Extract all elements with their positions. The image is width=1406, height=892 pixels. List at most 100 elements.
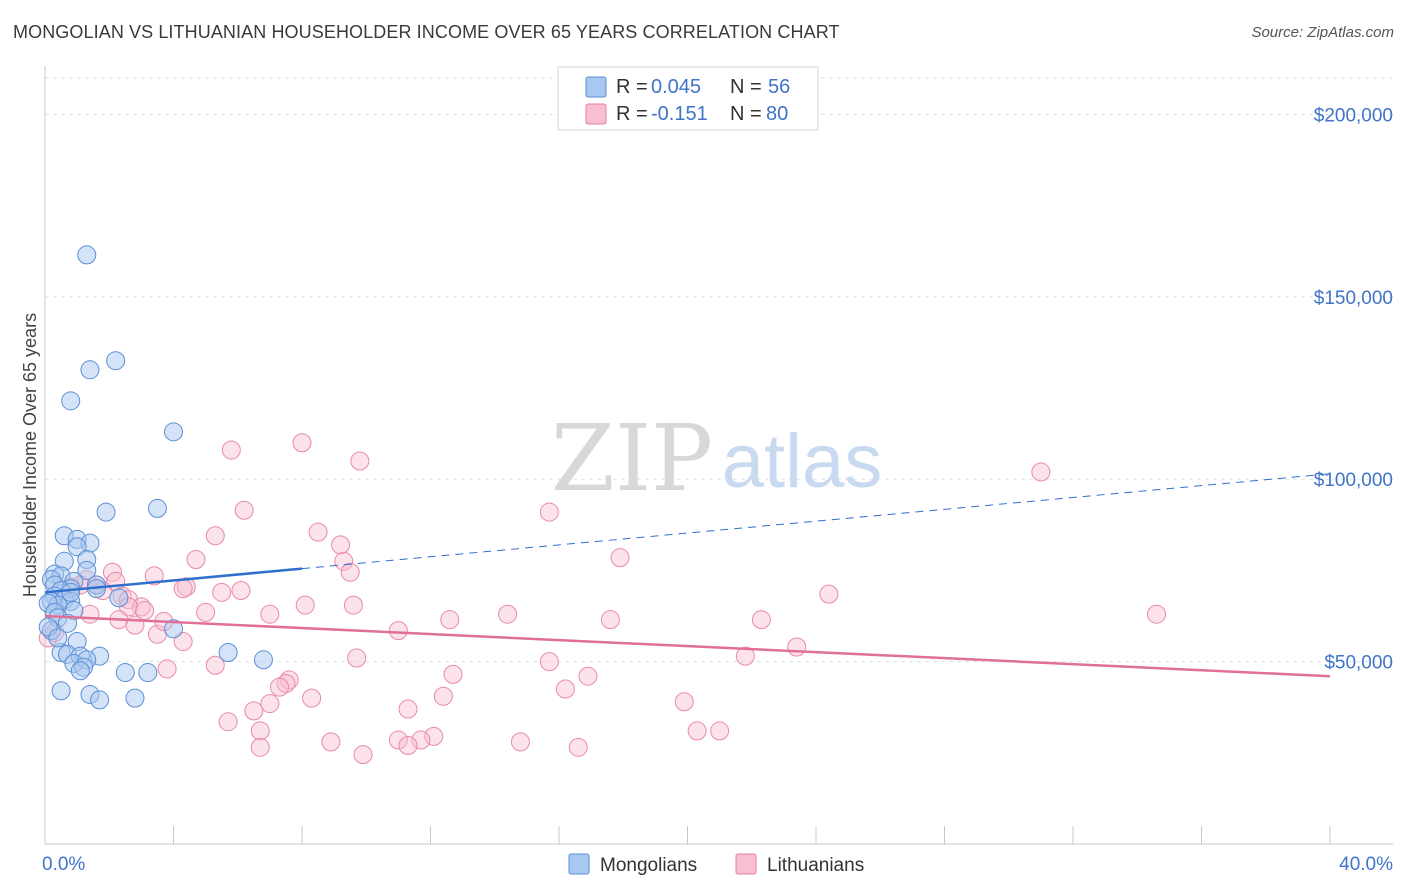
lithuanian-point: [279, 670, 299, 690]
chart-title: MONGOLIAN VS LITHUANIAN HOUSEHOLDER INCO…: [13, 22, 840, 42]
lithuanian-point: [196, 602, 216, 622]
lithuanian-point: [555, 679, 575, 699]
lithuanian-point: [510, 732, 530, 752]
legend-swatch-mongolians: [585, 76, 607, 98]
legend-n-label-2: N =: [730, 103, 762, 125]
lithuanian-point: [295, 595, 315, 615]
lithuanian-point: [276, 674, 296, 694]
bottom-legend: Mongolians Lithuanians: [568, 853, 864, 876]
lithuanian-point: [578, 666, 598, 686]
y-axis-label: Householder Income Over 65 years: [20, 313, 40, 597]
lithuanian-point: [735, 646, 755, 666]
bottom-legend-mongolians: Mongolians: [600, 855, 697, 876]
legend-n-label-1: N =: [730, 76, 762, 98]
legend-n-lithuanians: 80: [766, 103, 788, 125]
lithuanian-point: [260, 604, 280, 624]
mongolian-point: [147, 498, 167, 518]
mongolian-point: [70, 661, 90, 681]
mongolian-point: [48, 628, 68, 648]
bottom-legend-swatch-mongolians: [568, 853, 590, 875]
lithuanian-point: [340, 562, 360, 582]
lithuanian-point: [186, 549, 206, 569]
lithuanian-point: [205, 655, 225, 675]
source-label: Source: ZipAtlas.com: [1251, 24, 1394, 41]
x-tick-label-max: 40.0%: [1339, 854, 1393, 875]
lithuanian-point: [610, 548, 630, 568]
mongolian-point: [125, 688, 145, 708]
mongolians-points: [38, 245, 273, 710]
lithuanian-point: [388, 621, 408, 641]
legend-swatch-lithuanians: [585, 103, 607, 125]
mongolian-point: [61, 391, 81, 411]
mongolian-point: [106, 351, 126, 371]
lithuanian-point: [173, 632, 193, 652]
lithuanian-point: [157, 659, 177, 679]
lithuanian-point: [321, 732, 341, 752]
mongolian-point: [90, 690, 110, 710]
mongolian-point: [218, 643, 238, 662]
legend-r-label-2: R =: [616, 103, 648, 125]
lithuanian-point: [347, 648, 367, 668]
y-tick-label-2: $150,000: [1314, 288, 1393, 309]
lithuanian-point: [173, 579, 193, 599]
lithuanian-point: [270, 677, 290, 697]
mongolian-point: [164, 422, 183, 442]
lithuanian-point: [440, 610, 460, 630]
mongolian-point: [77, 245, 97, 265]
lithuanian-point: [751, 610, 771, 630]
axes: [44, 66, 1393, 845]
bottom-legend-swatch-lithuanians: [735, 853, 757, 875]
lithuanian-point: [218, 712, 238, 732]
bottom-legend-lithuanians: Lithuanians: [767, 855, 864, 876]
legend-box: R = 0.045 N = 56 R = -0.151 N = 80: [557, 66, 819, 131]
lithuanian-point: [819, 584, 839, 604]
lithuanian-point: [106, 571, 126, 591]
lithuanian-point: [250, 721, 270, 741]
lithuanian-point: [80, 604, 100, 624]
lithuanian-point: [539, 502, 559, 522]
lithuanian-point: [234, 500, 254, 520]
lithuanian-point: [424, 726, 444, 746]
x-tick-label-min: 0.0%: [42, 854, 85, 875]
mongolian-point: [115, 663, 135, 683]
lithuanian-point: [710, 721, 730, 741]
y-tick-labels: $50,000 $100,000 $150,000 $200,000: [1314, 105, 1393, 673]
mongolian-point: [77, 560, 97, 580]
lithuanian-point: [244, 701, 264, 721]
lithuanian-point: [568, 737, 588, 757]
lithuanian-point: [212, 582, 232, 602]
legend-r-mongolians: 0.045: [651, 76, 701, 98]
lithuanian-point: [205, 526, 225, 546]
lithuanian-point: [353, 745, 373, 765]
lithuanian-point: [600, 610, 620, 630]
lithuanian-point: [334, 551, 354, 571]
lithuanian-point: [250, 737, 270, 757]
lithuanian-point: [1147, 604, 1167, 624]
y-tick-label-0: $50,000: [1324, 653, 1393, 674]
lithuanian-point: [221, 440, 241, 460]
lithuanian-point: [433, 686, 453, 706]
lithuanian-point: [787, 637, 807, 657]
mongolian-point: [253, 650, 273, 670]
lithuanian-point: [292, 433, 312, 453]
lithuanian-point: [176, 577, 196, 597]
legend-n-mongolians: 56: [768, 76, 790, 98]
lithuanian-point: [443, 664, 463, 684]
mongolians-trend-extension: [301, 473, 1331, 570]
mongolian-point: [164, 619, 183, 639]
lithuanians-trend-line: [44, 614, 1331, 678]
mongolian-point: [61, 582, 81, 602]
lithuanian-point: [539, 652, 559, 672]
lithuanian-point: [687, 721, 707, 741]
lithuanian-point: [144, 566, 164, 586]
lithuanian-point: [411, 730, 431, 750]
lithuanian-point: [398, 736, 418, 756]
y-tick-label-3: $200,000: [1314, 105, 1393, 126]
lithuanian-point: [350, 451, 370, 471]
lithuanian-point: [260, 694, 280, 714]
mongolian-point: [138, 663, 158, 683]
lithuanian-point: [308, 522, 328, 542]
mongolian-point: [80, 360, 100, 380]
lithuanian-point: [343, 595, 363, 615]
